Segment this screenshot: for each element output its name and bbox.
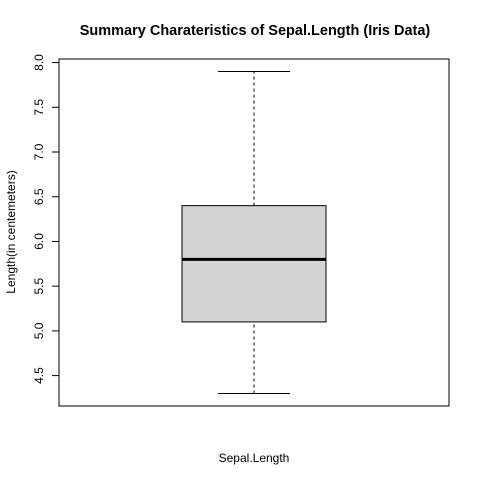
- y-axis: 4.5 5.0 5.5 6.0 6.5 7.0 7.5 8.0: [32, 54, 60, 384]
- x-axis-label: Sepal.Length: [219, 451, 290, 465]
- y-tick-label: 5.0: [32, 322, 46, 339]
- chart-title: Summary Charateristics of Sepal.Length (…: [80, 23, 431, 39]
- y-tick-label: 5.5: [32, 277, 46, 294]
- y-axis-label: Length(in centemeters): [4, 170, 18, 293]
- box-series: [181, 71, 327, 394]
- y-tick-label: 8.0: [32, 54, 46, 71]
- y-tick-label: 6.0: [32, 233, 46, 250]
- iqr-box: [181, 205, 327, 323]
- y-tick-label: 7.0: [32, 143, 46, 160]
- y-tick-label: 4.5: [32, 367, 46, 384]
- y-tick-label: 7.5: [32, 99, 46, 116]
- y-tick-label: 6.5: [32, 188, 46, 205]
